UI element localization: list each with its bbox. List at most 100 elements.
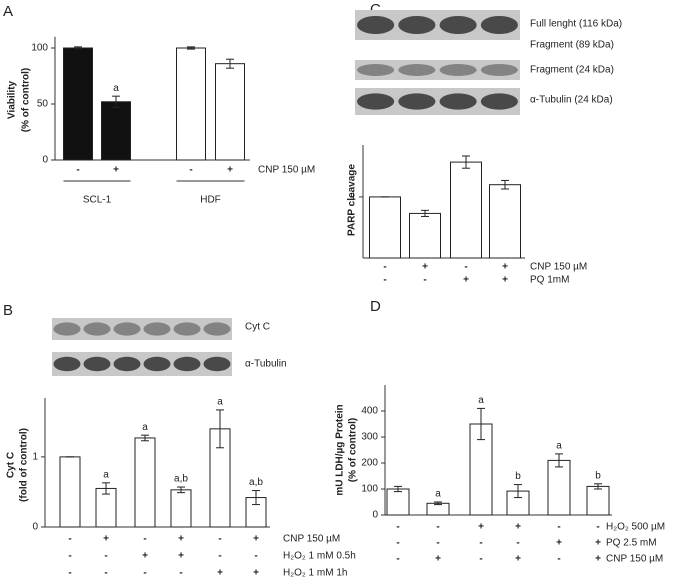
condition-label: PQ 1mM [530,275,569,286]
condition-sign: - [479,538,482,549]
condition-sign: - [68,568,71,579]
bar-annotation: a,b [174,474,188,485]
blot-label: Fragment (89 kDa) [530,40,614,51]
y-axis-label: PARP cleavage [347,164,358,236]
blot-band [173,322,201,336]
y-axis-label: Viability [7,80,18,119]
condition-sign: - [557,522,560,533]
condition-sign: - [464,262,467,273]
condition-sign: - [396,522,399,533]
y-tick-label: 100 [361,484,378,495]
bar [134,437,156,528]
blot-background [355,60,520,80]
blot-band [113,322,141,336]
condition-sign: - [396,538,399,549]
blot-band [480,93,518,110]
condition-sign: + [502,262,508,273]
condition-sign: - [143,534,146,545]
condition-label: H₂O₂ 1 mM 1h [283,568,347,579]
condition-sign: + [178,551,184,562]
y-axis-label: mU LDH/µg Protein [335,404,346,495]
bar-annotation: b [595,470,601,481]
y-axis-label: (% of control) [348,418,359,482]
bar-annotation: a [142,422,148,433]
condition-sign: + [595,538,601,549]
condition-sign: - [436,538,439,549]
bar [586,485,610,516]
condition-sign: - [383,275,386,286]
condition-sign: + [253,568,259,579]
bar [176,47,206,161]
condition-sign: + [103,534,109,545]
y-tick-label: 1 [32,452,38,463]
blot-label: α-Tubulin [245,359,287,370]
bar [409,212,441,259]
condition-sign: - [436,522,439,533]
y-tick-label: 0 [372,510,378,521]
condition-sign: - [557,554,560,565]
condition-sign: - [143,568,146,579]
bar [547,459,571,516]
condition-sign: + [217,568,223,579]
blot-band [398,64,436,76]
bar-annotation: a [556,441,562,452]
group-label: SCL-1 [83,195,112,206]
y-tick-label: 0 [42,155,48,166]
bar [386,488,410,516]
condition-sign: + [253,534,259,545]
y-tick-label: 400 [361,406,378,417]
blot-band [143,356,171,372]
y-tick-label: 0 [32,522,38,533]
condition-label: CNP 150 µM [606,554,663,565]
y-tick-label: 50 [37,99,49,110]
blot-band [203,356,231,372]
blot-band [398,16,436,34]
y-tick-label: 300 [361,432,378,443]
blot-label: Fragment (24 kDa) [530,65,614,76]
blot-band [357,93,395,110]
panel-letter: A [3,3,13,20]
y-tick-label: 1 [350,192,356,203]
blot-label: Full lenght (116 kDa) [530,19,622,30]
bar-annotation: a [435,489,441,500]
bar [215,63,245,161]
blot-band [53,322,81,336]
condition-sign: + [435,554,441,565]
condition-sign: - [104,551,107,562]
condition-label: PQ 2.5 mM [606,538,657,549]
condition-label: H₂O₂ 500 µM [606,522,665,533]
blot-band [143,322,171,336]
condition-sign: - [596,522,599,533]
condition-label: H₂O₂ 1 mM 0.5h [283,551,356,562]
condition-sign: - [218,551,221,562]
condition-sign: + [515,554,521,565]
group-label: HDF [200,195,221,206]
bar-annotation: b [515,471,521,482]
condition-label: CNP 150 µM [258,165,315,176]
bar [170,489,192,528]
y-tick-label: 100 [31,43,48,54]
condition-sign: + [502,275,508,286]
condition-sign: + [113,165,119,176]
bar [369,196,401,259]
blot-band [439,16,477,34]
condition-sign: + [142,551,148,562]
y-axis-label: (fold of control) [19,428,30,502]
bar-annotation: a [217,397,223,408]
condition-sign: - [383,262,386,273]
condition-sign: + [227,165,233,176]
blot-band [480,64,518,76]
condition-label: CNP 150 µM [530,262,587,273]
bar [59,456,81,528]
condition-sign: - [516,538,519,549]
condition-sign: + [595,554,601,565]
bar-annotation: a [478,395,484,406]
condition-sign: + [478,522,484,533]
blot-band [439,93,477,110]
condition-sign: + [422,262,428,273]
blot-band [357,16,395,34]
bar [450,161,482,259]
condition-label: CNP 150 µM [283,534,340,545]
condition-sign: + [463,275,469,286]
